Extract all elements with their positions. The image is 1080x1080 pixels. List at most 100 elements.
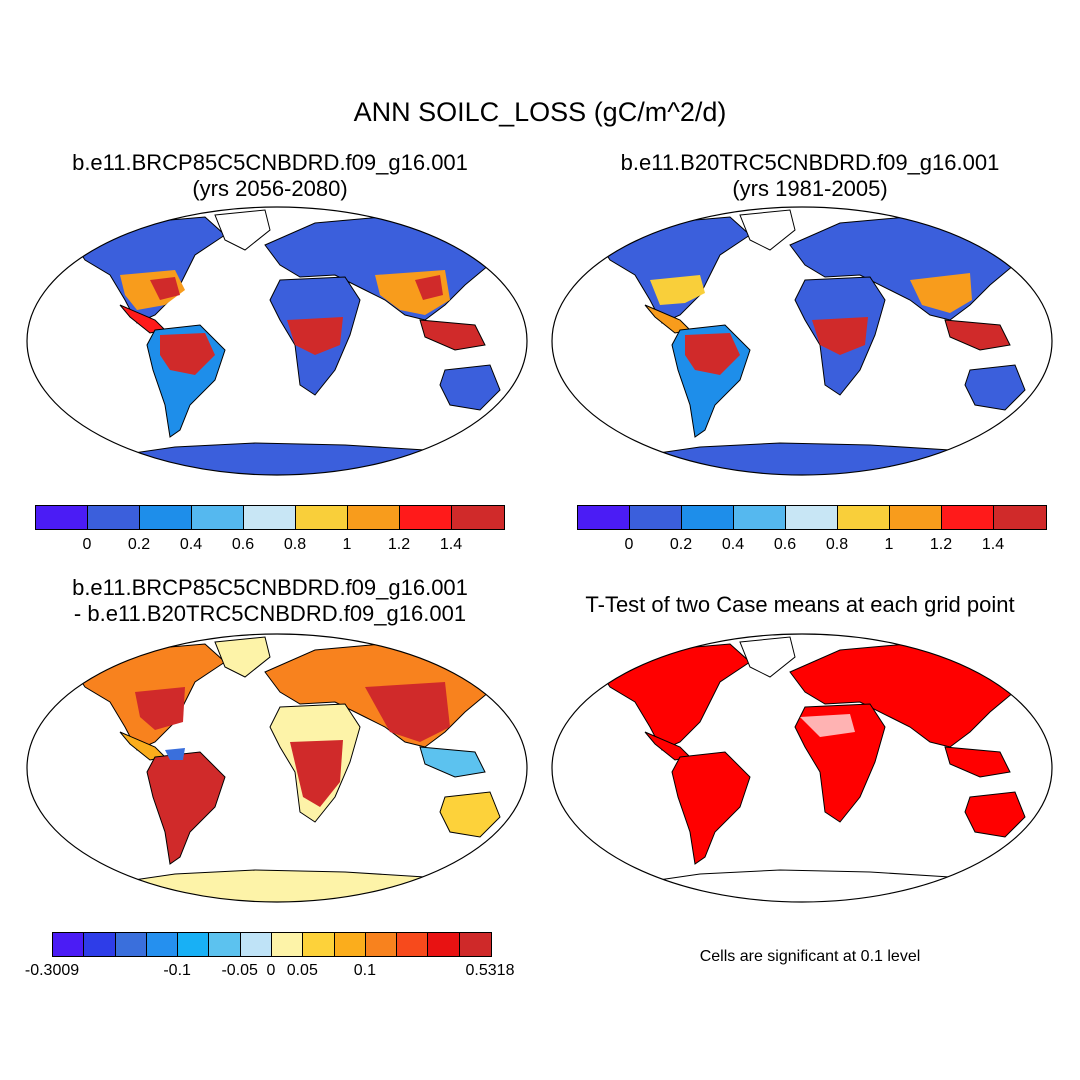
map-case2 [551, 206, 1053, 476]
africa-hot-region [287, 317, 343, 355]
figure-title: ANN SOILC_LOSS (gC/m^2/d) [353, 97, 727, 127]
colorbar-tick-label: 0.8 [825, 536, 849, 553]
map-border [551, 206, 1053, 476]
colorbar-swatch [459, 933, 491, 956]
colorbar-swatch [296, 506, 348, 529]
colorbar-swatch [942, 506, 994, 529]
panel-title-line2: - b.e11.B20TRC5CNBDRD.f09_g16.001 [73, 601, 467, 626]
colorbar-case1 [35, 505, 505, 530]
sa-negative-region [165, 748, 185, 760]
south-america [671, 751, 751, 865]
colorbar-swatch [365, 933, 398, 956]
panel-title-diff: b.e11.BRCP85C5CNBDRD.f09_g16.001 - b.e11… [20, 575, 520, 627]
colorbar-tick-label: 0.1 [353, 962, 376, 979]
colorbar-diff [52, 932, 492, 957]
asia-warm-region [910, 273, 972, 313]
panel-title-case1: b.e11.BRCP85C5CNBDRD.f09_g16.001 (yrs 20… [20, 150, 520, 202]
colorbar-swatch [786, 506, 838, 529]
colorbar-swatch [209, 933, 241, 956]
colorbar-swatch [994, 506, 1046, 529]
asia-hot-region [365, 682, 450, 742]
panel-title-line1: b.e11.B20TRC5CNBDRD.f09_g16.001 [620, 150, 1000, 175]
maritime-asia [419, 319, 486, 351]
colorbar-swatch [428, 933, 460, 956]
colorbar-swatch [578, 506, 630, 529]
colorbar-swatch [271, 933, 304, 956]
colorbar-swatch [682, 506, 734, 529]
colorbar-tick-label: 0.5318 [465, 962, 515, 979]
colorbar-tick-label: 0.8 [283, 536, 307, 553]
maritime-asia [419, 746, 486, 778]
colorbar-case2 [577, 505, 1047, 530]
greenland [739, 636, 796, 678]
colorbar-swatch [192, 506, 244, 529]
australia [439, 791, 501, 838]
colorbar-swatch [734, 506, 786, 529]
colorbar-tick-label: 0 [82, 536, 92, 553]
colorbar-tick-label: 0 [266, 962, 276, 979]
na-hot-region [150, 277, 180, 300]
africa-hot-region [812, 317, 868, 355]
colorbar-tick-label: 1.4 [981, 536, 1005, 553]
greenland [739, 209, 796, 251]
colorbar-swatch [400, 506, 452, 529]
colorbar-swatch [452, 506, 504, 529]
colorbar-swatch [890, 506, 942, 529]
colorbar-swatch [240, 933, 272, 956]
colorbar-swatch [838, 506, 890, 529]
africa-hot-region [290, 740, 343, 807]
colorbar-tick-label: -0.1 [163, 962, 191, 979]
na-warm-region [650, 275, 705, 305]
colorbar-tick-label: 0 [624, 536, 634, 553]
map-ttest [551, 633, 1053, 903]
maritime-asia [944, 319, 1011, 351]
panel-title-ttest: T-Test of two Case means at each grid po… [550, 592, 1050, 618]
colorbar-tick-label: 0.4 [721, 536, 745, 553]
significance-note: Cells are significant at 0.1 level [699, 948, 921, 965]
colorbar-tick-label: 0.05 [286, 962, 318, 979]
colorbar-swatch [630, 506, 682, 529]
australia [439, 364, 501, 411]
colorbar-tick-label: -0.3009 [24, 962, 80, 979]
sahara-nonsignificant [800, 714, 855, 737]
greenland [214, 636, 271, 678]
colorbar-tick-label: 0.4 [179, 536, 203, 553]
map-diff [26, 633, 528, 903]
colorbar-tick-label: 0.2 [127, 536, 151, 553]
colorbar-swatch [146, 933, 179, 956]
colorbar-tick-label: 0.6 [773, 536, 797, 553]
colorbar-tick-label: 1.2 [387, 536, 411, 553]
colorbar-tick-label: 1.2 [929, 536, 953, 553]
colorbar-swatch [53, 933, 85, 956]
panel-title-line2: (yrs 2056-2080) [192, 176, 348, 201]
colorbar-swatch [36, 506, 88, 529]
panel-title-line1: b.e11.BRCP85C5CNBDRD.f09_g16.001 [72, 575, 468, 600]
na-hot-region [135, 687, 185, 730]
map-border [26, 206, 528, 476]
colorbar-tick-label: -0.05 [221, 962, 258, 979]
colorbar-tick-label: 1 [342, 536, 352, 553]
colorbar-tick-label: 0.2 [669, 536, 693, 553]
colorbar-swatch [334, 933, 366, 956]
map-border [551, 633, 1053, 903]
colorbar-swatch [140, 506, 192, 529]
colorbar-swatch [88, 506, 140, 529]
australia [964, 791, 1026, 838]
colorbar-swatch [244, 506, 296, 529]
panel-title-line1: T-Test of two Case means at each grid po… [585, 592, 1015, 617]
maritime-asia [944, 746, 1011, 778]
north-america [599, 643, 751, 751]
colorbar-swatch [115, 933, 147, 956]
panel-title-case2: b.e11.B20TRC5CNBDRD.f09_g16.001 (yrs 198… [560, 150, 1060, 202]
australia [964, 364, 1026, 411]
sa-hot-region [160, 333, 215, 375]
colorbar-tick-label: 1.4 [439, 536, 463, 553]
colorbar-swatch [303, 933, 335, 956]
colorbar-swatch [348, 506, 400, 529]
colorbar-swatch [84, 933, 116, 956]
colorbar-swatch [397, 933, 429, 956]
colorbar-tick-label: 0.6 [231, 536, 255, 553]
sa-hot-region [685, 333, 740, 375]
map-case1 [26, 206, 528, 476]
greenland [214, 209, 271, 251]
